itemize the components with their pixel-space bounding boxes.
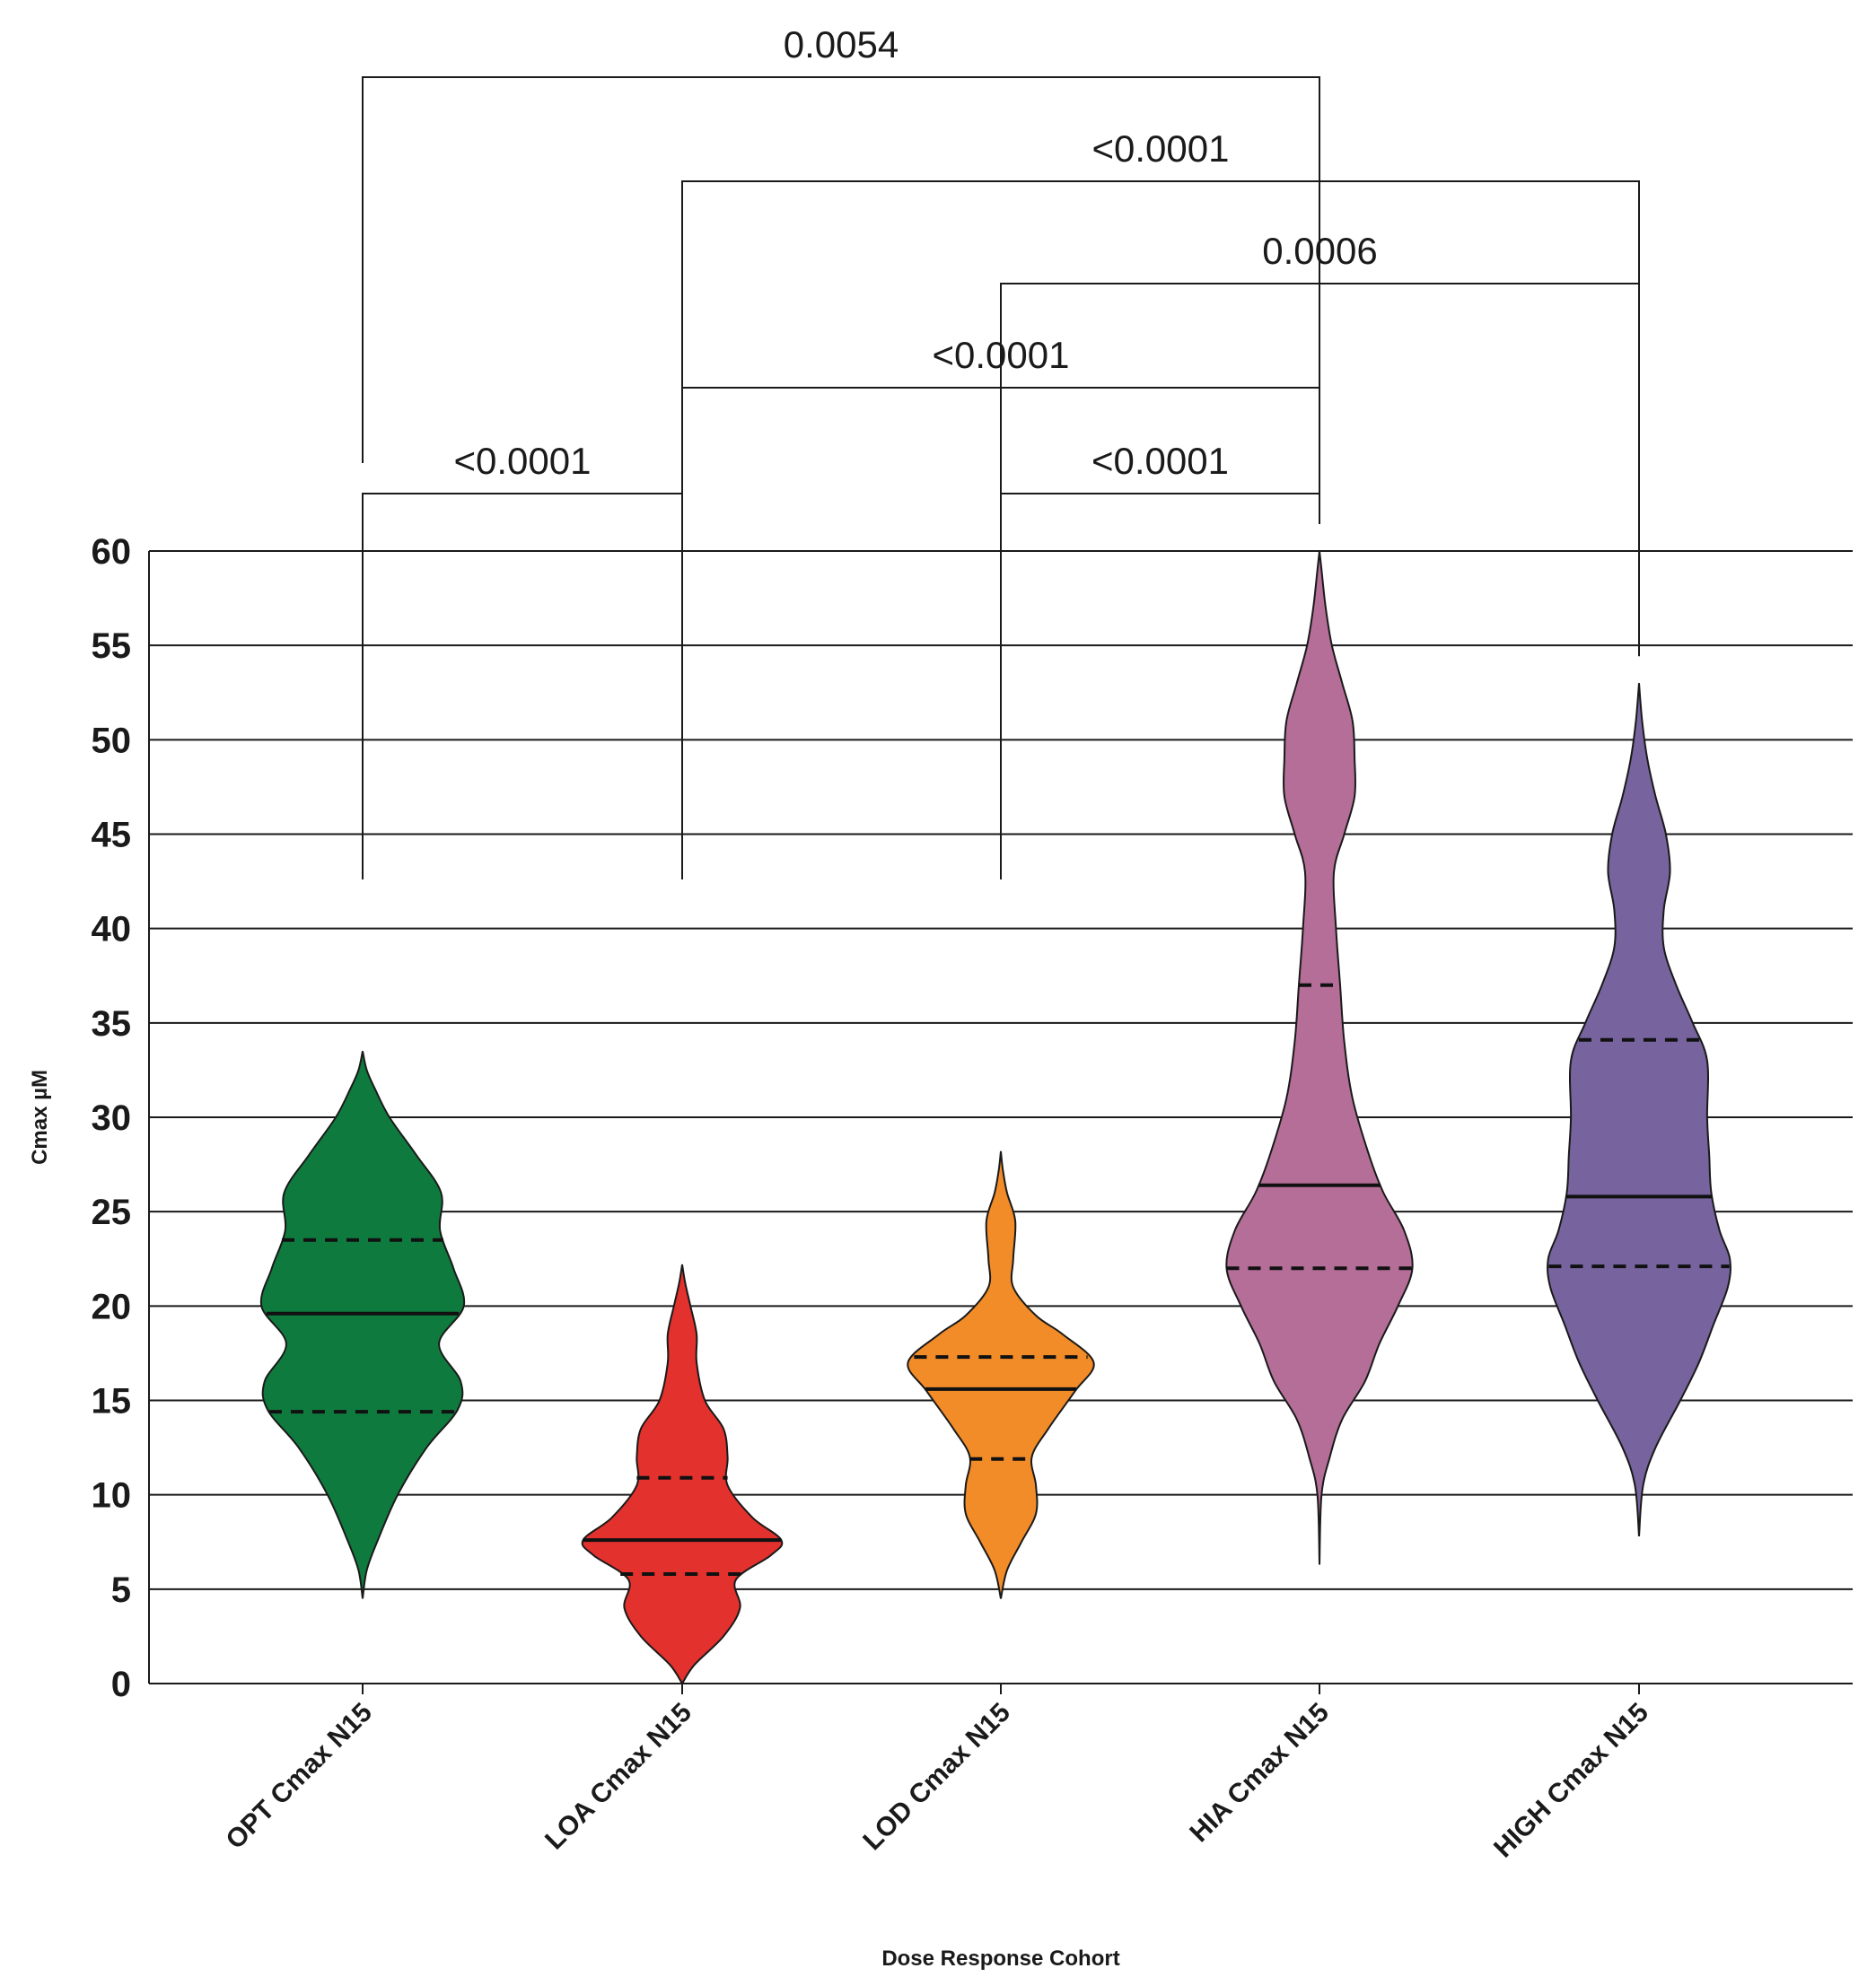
x-tick-label: HIA Cmax N15	[1184, 1698, 1335, 1849]
violin-body	[259, 1051, 466, 1599]
x-tick-label: HIGH Cmax N15	[1488, 1698, 1654, 1864]
y-tick-label: 45	[92, 816, 132, 855]
comparison-bracket: <0.0001	[1000, 440, 1320, 879]
bracket-line	[681, 180, 1640, 567]
y-tick-label: 0	[111, 1665, 131, 1704]
y-tick-label: 55	[92, 626, 132, 666]
violin-body	[907, 1150, 1095, 1599]
bracket-line	[362, 76, 1320, 463]
p-value-label: <0.0001	[454, 440, 592, 482]
x-tick-label: OPT Cmax N15	[221, 1698, 378, 1855]
x-axis-ticks: OPT Cmax N15 LOA Cmax N15 LOD Cmax N15 HIA …	[221, 1684, 1654, 1863]
y-tick-label: 40	[92, 910, 132, 949]
bracket-line	[1000, 283, 1640, 669]
p-value-label: <0.0001	[933, 334, 1070, 376]
y-tick-label: 60	[92, 532, 132, 572]
y-tick-label: 15	[92, 1382, 132, 1422]
y-tick-label: 25	[92, 1193, 132, 1232]
p-value-label: <0.0001	[1091, 440, 1229, 482]
comparison-bracket: <0.0001	[681, 334, 1320, 774]
violin-group	[259, 1051, 466, 1599]
comparison-bracket: <0.0001	[362, 440, 683, 879]
x-tick-label: LOA Cmax N15	[539, 1698, 697, 1856]
violin-body	[581, 1264, 784, 1685]
comparison-bracket: <0.0001	[681, 127, 1640, 567]
violin-group	[1547, 683, 1731, 1537]
y-tick-label: 10	[92, 1476, 132, 1516]
x-tick-label: LOD Cmax N15	[857, 1698, 1016, 1857]
significance-brackets: 0.0054 <0.0001 0.0006 <0.0001 <0.0001 <0.0001	[362, 23, 1640, 879]
violin-group	[581, 1264, 784, 1685]
bracket-line	[362, 493, 683, 879]
y-tick-label: 50	[92, 721, 132, 760]
violin-group	[907, 1150, 1095, 1599]
y-tick-label: 5	[111, 1570, 131, 1610]
violins	[259, 550, 1731, 1685]
x-axis-title: Dose Response Cohort	[881, 1946, 1119, 1971]
bracket-line	[1000, 493, 1320, 879]
y-axis-ticks: 0 5 10 15 20 25 30 35 40 45 50 55 60	[92, 532, 132, 1704]
y-tick-label: 35	[92, 1004, 132, 1044]
comparison-bracket: 0.0006	[1000, 230, 1640, 669]
y-tick-label: 30	[92, 1098, 132, 1138]
p-value-label: 0.0054	[784, 23, 899, 66]
comparison-bracket: 0.0054	[362, 23, 1320, 463]
p-value-label: 0.0006	[1262, 230, 1377, 272]
violin-body	[1547, 683, 1731, 1537]
p-value-label: <0.0001	[1092, 127, 1230, 170]
y-axis-title: Cmax µM	[28, 1070, 52, 1165]
violin-body	[1225, 550, 1414, 1565]
violin-group	[1225, 550, 1414, 1565]
y-tick-label: 20	[92, 1287, 132, 1326]
